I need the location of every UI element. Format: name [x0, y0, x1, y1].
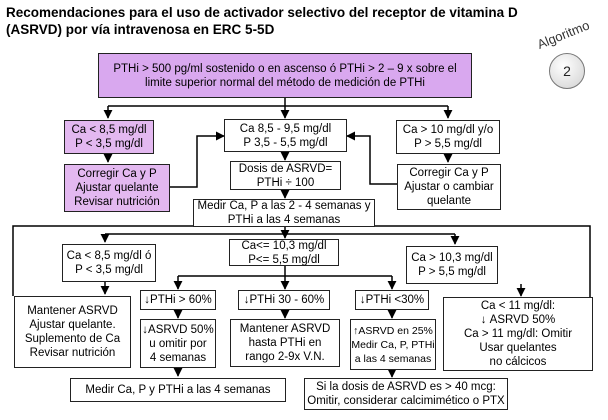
- algorithm-badge: Algoritmo 2: [527, 17, 597, 90]
- final-box: Si la dosis de ASRVD es > 40 mcg: Omitir…: [304, 378, 508, 410]
- normal-calcium-box: Ca 8,5 - 9,5 mg/dl P 3,5 - 5,5 mg/dl: [224, 119, 347, 152]
- correct-left-line-2: Ajustar quelante: [75, 182, 159, 194]
- maintain-left-line-3: Suplemento de Ca: [24, 333, 121, 345]
- high-calcium-2-box: Ca > 10,3 mg/dl P > 5,5 mg/dl: [406, 246, 498, 284]
- connector: [346, 131, 397, 185]
- mid-calcium-line-1: Ca<= 10,3 mg/dl: [241, 239, 327, 252]
- increase-dose-box: ↑ ASRVD en 25% Medir Ca, P, PTHi a las 4 …: [350, 319, 436, 370]
- normal-calcium-line-1: Ca 8,5 - 9,5 mg/dl: [239, 122, 332, 135]
- badge-number: 2: [549, 53, 585, 89]
- right-big-line-2: ↓ ASRVD 50%: [481, 313, 556, 327]
- high-calcium-2-line-1: Ca > 10,3 mg/dl: [411, 252, 493, 264]
- final-line-1: Si la dosis de ASRVD es > 40 mcg:: [316, 381, 496, 393]
- measure-bottom-box: Medir Ca, P y PTHi a las 4 semanas: [70, 378, 286, 402]
- low-calcium-2-box: Ca < 8,5 mg/dl ó P < 3,5 mg/dl: [62, 244, 156, 282]
- low-calcium-box: Ca < 8,5 mg/dl P < 3,5 mg/dl: [64, 120, 154, 154]
- pth-above-60-box: ↓ PTHi > 60%: [140, 290, 216, 310]
- measure-mid-line-1: Medir Ca, P a las 2 - 4 semanas y: [197, 200, 371, 212]
- title-line-1: Recomendaciones para el uso de activador…: [6, 5, 518, 20]
- arrow-down-icon: ↓: [142, 323, 149, 336]
- dose-line-1: Dosis de ASRVD=: [238, 162, 333, 175]
- maintain-mid-line-1: Mantener ASRVD: [239, 323, 331, 335]
- arrow-down-icon: ↓: [359, 294, 366, 306]
- high-calcium-box: Ca > 10 mg/dl y/o P > 5,5 mg/dl: [396, 120, 500, 154]
- page-title: Recomendaciones para el uso de activador…: [6, 4, 526, 38]
- maintain-left-line-4: Revisar nutrición: [29, 347, 116, 359]
- maintain-mid-line-3: rango 2-9x V.N.: [245, 351, 325, 363]
- increase-line-3: a las 4 semanas: [354, 352, 432, 365]
- increase-line-1-text: ASRVD en 25%: [358, 324, 433, 337]
- reduce-line-1: ↓ ASRVD 50%: [142, 323, 213, 337]
- low-calcium-line-2: P < 3,5 mg/dl: [75, 138, 143, 150]
- connector: [170, 131, 225, 188]
- high-calcium-2-line-2: P > 5,5 mg/dl: [418, 266, 486, 278]
- arrow-down-icon: ↓: [144, 294, 151, 306]
- maintain-left-box: Mantener ASRVD Ajustar quelante. Supleme…: [14, 296, 131, 368]
- correct-right-line-1: Corregir Ca y P: [409, 167, 489, 179]
- correct-left-line-3: Revisar nutrición: [74, 196, 160, 208]
- connector: [375, 225, 591, 308]
- right-big-line-1: Ca < 11 mg/dl:: [480, 300, 556, 312]
- reduce-dose-box: ↓ ASRVD 50% u omitir por 4 semanas: [140, 319, 216, 368]
- normal-calcium-line-2: P 3,5 - 5,5 mg/dl: [243, 136, 328, 149]
- reduce-line-2: u omitir por: [149, 337, 207, 350]
- high-calcium-line-1: Ca > 10 mg/dl y/o: [402, 124, 494, 136]
- low-calcium-line-1: Ca < 8,5 mg/dl: [71, 124, 147, 136]
- right-big-line-3: Ca > 11 mg/dl: Omitir: [463, 328, 573, 340]
- title-line-2: (ASRVD) por vía intravenosa en ERC 5-5D: [6, 22, 275, 37]
- right-big-line-4: Usar quelantes: [479, 342, 557, 354]
- criteria-line-1: PTHi > 500 pg/ml sostenido o en ascenso …: [113, 62, 457, 75]
- maintain-mid-box: Mantener ASRVD hasta PTHi en rango 2-9x …: [230, 319, 340, 367]
- pth-below-30-label: PTHi <30%: [365, 294, 425, 306]
- arrow-up-icon: ↑: [353, 324, 359, 337]
- pth-above-60-label: PTHi > 60%: [150, 294, 212, 306]
- maintain-left-line-2: Ajustar quelante.: [29, 319, 116, 331]
- arrow-down-icon: ↓: [480, 314, 490, 326]
- reduce-line-3: 4 semanas: [149, 351, 207, 364]
- mid-calcium-line-2: P<= 5,5 mg/dl: [248, 253, 320, 266]
- increase-line-2: Medir Ca, P, PTHi: [351, 338, 435, 351]
- connector: [12, 225, 193, 296]
- dose-line-2: PTHi ÷ 100: [256, 176, 315, 189]
- correct-right-line-2: Ajustar o cambiar: [404, 181, 494, 193]
- correct-right-box: Corregir Ca y P Ajustar o cambiar quelan…: [397, 164, 501, 210]
- arrow-down-icon: ↓: [243, 294, 250, 306]
- pth-below-30-box: ↓ PTHi <30%: [355, 290, 429, 310]
- pth-30-60-box: ↓ PTHi 30 - 60%: [238, 290, 330, 310]
- right-big-line-2-text: ASRVD 50%: [489, 314, 556, 326]
- mid-calcium-box: Ca<= 10,3 mg/dl P<= 5,5 mg/dl: [229, 239, 339, 266]
- maintain-mid-line-2: hasta PTHi en: [248, 337, 322, 349]
- right-big-line-5: no cálcicos: [489, 356, 547, 368]
- pth-30-60-label: PTHi 30 - 60%: [249, 294, 325, 306]
- correct-left-line-1: Corregir Ca y P: [77, 168, 157, 180]
- dose-box: Dosis de ASRVD= PTHi ÷ 100: [230, 161, 341, 190]
- measure-mid-line-2: PTHi a las 4 semanas: [227, 214, 341, 226]
- reduce-line-1-text: ASRVD 50%: [148, 323, 214, 336]
- maintain-left-line-1: Mantener ASRVD: [27, 305, 118, 317]
- criteria-line-2: limite superior normal del método de med…: [145, 76, 425, 89]
- measure-mid-box: Medir Ca, P a las 2 - 4 semanas y PTHi a…: [193, 199, 375, 227]
- low-calcium-2-line-1: Ca < 8,5 mg/dl ó: [66, 250, 152, 262]
- correct-right-line-3: quelante: [426, 195, 472, 207]
- criteria-box: PTHi > 500 pg/ml sostenido o en ascenso …: [98, 53, 472, 98]
- high-calcium-line-2: P > 5,5 mg/dl: [414, 138, 482, 150]
- right-big-box: Ca < 11 mg/dl: ↓ ASRVD 50% Ca > 11 mg/dl…: [443, 297, 593, 371]
- low-calcium-2-line-2: P < 3,5 mg/dl: [75, 264, 143, 276]
- final-line-2: Omitir, considerar calcimimético o PTX: [307, 395, 505, 407]
- increase-line-1: ↑ ASRVD en 25%: [353, 324, 433, 338]
- measure-bottom-text: Medir Ca, P y PTHi a las 4 semanas: [85, 384, 271, 396]
- correct-left-box: Corregir Ca y P Ajustar quelante Revisar…: [64, 164, 170, 212]
